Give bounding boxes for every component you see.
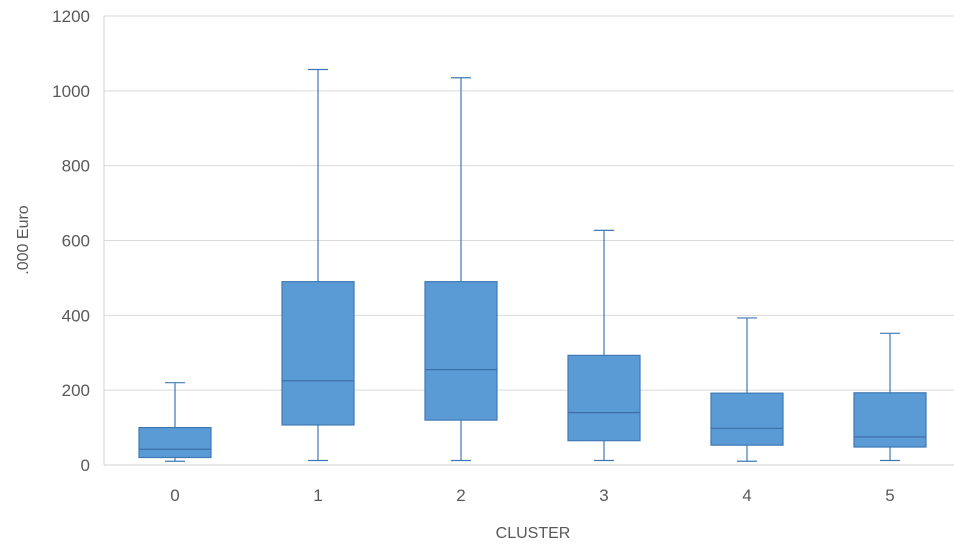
x-tick-label: 3 — [599, 486, 608, 505]
box-cluster-3 — [567, 229, 641, 462]
y-tick-label: 400 — [62, 306, 90, 325]
gridlines — [103, 15, 954, 466]
iqr-box — [853, 392, 927, 448]
x-tick-label: 2 — [456, 486, 465, 505]
iqr-box — [424, 281, 498, 421]
boxes — [138, 68, 927, 462]
y-tick-label: 0 — [81, 456, 90, 475]
iqr-box — [567, 354, 641, 442]
iqr-box — [138, 426, 212, 459]
box-cluster-4 — [710, 317, 784, 462]
box-cluster-5 — [853, 332, 927, 462]
y-tick-label: 800 — [62, 157, 90, 176]
y-tick-label: 200 — [62, 381, 90, 400]
y-axis-ticks: 0 200 400 600 800 1000 1200 — [52, 7, 90, 475]
iqr-box — [710, 392, 784, 446]
x-tick-label: 0 — [170, 486, 179, 505]
iqr-box — [281, 281, 355, 426]
box-cluster-0 — [138, 382, 212, 462]
x-tick-label: 5 — [885, 486, 894, 505]
y-tick-label: 1200 — [52, 7, 90, 26]
box-cluster-1 — [281, 68, 355, 462]
box-cluster-2 — [424, 77, 498, 462]
y-axis-title: .000 Euro — [15, 205, 32, 274]
y-tick-label: 600 — [62, 232, 90, 251]
x-axis-title: CLUSTER — [496, 525, 571, 542]
x-tick-label: 4 — [742, 486, 751, 505]
x-tick-label: 1 — [313, 486, 322, 505]
y-tick-label: 1000 — [52, 82, 90, 101]
x-axis-ticks: 0 1 2 3 4 5 — [170, 486, 894, 505]
